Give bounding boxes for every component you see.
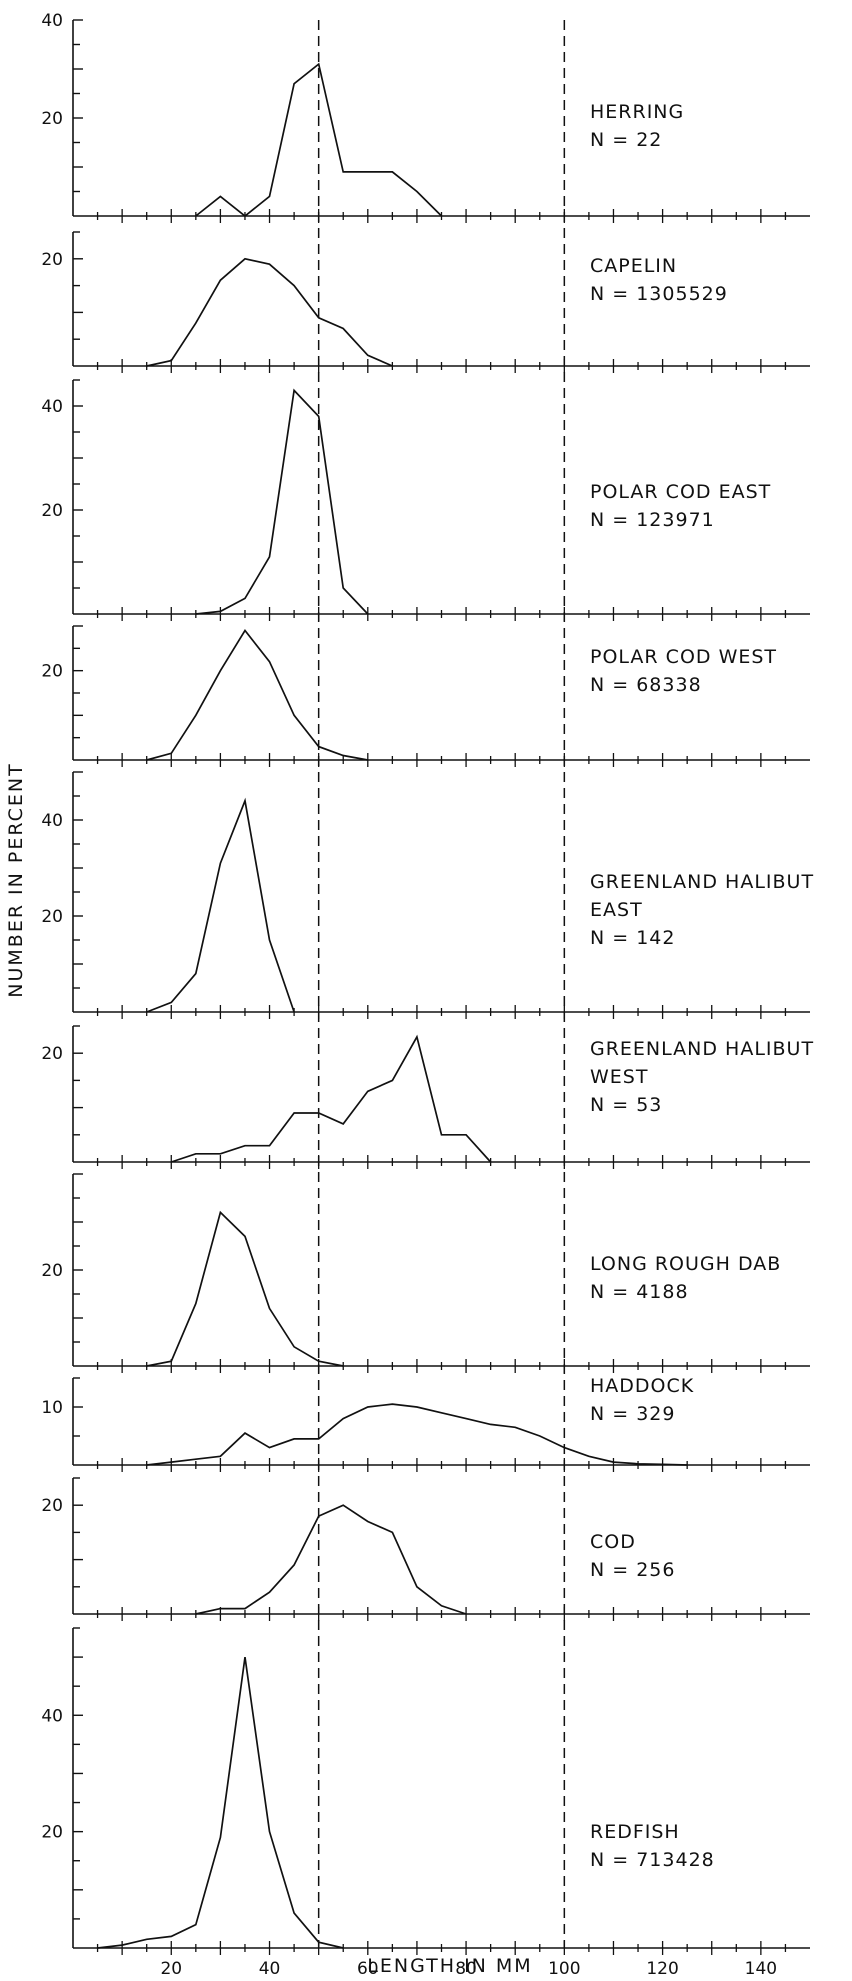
x-tick-label: 100 [548,1959,580,1979]
series-line [146,1403,688,1466]
y-tick-label: 20 [41,1823,63,1843]
y-tick-label: 20 [41,1496,63,1516]
y-axis-title: NUMBER IN PERCENT [5,762,27,997]
y-tick-label: 20 [41,662,63,682]
species-label: CAPELIN [590,255,677,277]
reference-lines [317,20,566,1948]
species-label: EAST [590,899,643,921]
sample-size-label: N = 53 [590,1094,662,1116]
panel: 20 40 REDFISH N = 713428 [41,1627,810,1955]
series-line [97,1656,344,1949]
species-label: HADDOCK [590,1375,694,1397]
sample-size-label: N = 4188 [590,1281,689,1303]
y-tick-label: 40 [41,397,63,417]
sample-size-label: N = 1305529 [590,283,728,305]
panel: 20 GREENLAND HALIBUT WEST N = 53 [41,1025,814,1169]
y-tick-label: 10 [41,1398,63,1418]
y-tick-label: 40 [41,1706,63,1726]
x-tick-label: 40 [259,1959,281,1979]
panel: 20 40 HERRING N = 22 [41,11,810,223]
panel: 20 40 GREENLAND HALIBUT EAST N = 142 [41,771,814,1019]
panel: 20 40 POLAR COD EAST N = 123971 [41,379,810,621]
species-label: HERRING [590,101,684,123]
series-line [195,388,369,615]
species-label: GREENLAND HALIBUT [590,871,814,893]
panel: 20 COD N = 256 [41,1477,810,1621]
sample-size-label: N = 713428 [590,1849,715,1871]
y-tick-label: 40 [41,11,63,31]
species-label: WEST [590,1066,648,1088]
sample-size-label: N = 256 [590,1559,675,1581]
y-tick-label: 20 [41,907,63,927]
sample-size-label: N = 22 [590,129,662,151]
y-tick-label: 40 [41,811,63,831]
species-label: POLAR COD WEST [590,646,777,668]
y-tick-label: 20 [41,1261,63,1281]
sample-size-label: N = 329 [590,1403,675,1425]
panel: 20 CAPELIN N = 1305529 [41,231,810,373]
y-tick-label: 20 [41,1044,63,1064]
species-label: LONG ROUGH DAB [590,1253,781,1275]
series-line [195,1504,467,1615]
species-label: REDFISH [590,1821,680,1843]
series-line [146,629,368,761]
chart-panels: 20 40 HERRING N = 22 20 CAPELIN N = 1305529 20 4… [41,11,814,1955]
x-tick-label: 140 [745,1959,777,1979]
x-axis-title: LENGTH IN MM [367,1955,532,1977]
y-tick-label: 20 [41,109,63,129]
species-label: GREENLAND HALIBUT [590,1038,814,1060]
series-line [146,257,393,367]
series-line [195,62,443,218]
x-tick-label: 20 [160,1959,182,1979]
sample-size-label: N = 68338 [590,674,702,696]
y-tick-label: 20 [41,250,63,270]
panel: 20 LONG ROUGH DAB N = 4188 [41,1173,810,1373]
y-tick-label: 20 [41,501,63,521]
species-label: POLAR COD EAST [590,481,771,503]
series-line [146,797,295,1013]
sample-size-label: N = 123971 [590,509,715,531]
panel: 10 HADDOCK N = 329 [41,1375,810,1472]
x-axis: 20 40 60 80 100 120 140 [160,1959,777,1979]
sample-size-label: N = 142 [590,927,675,949]
x-tick-label: 80 [455,1959,477,1979]
panel: 20 POLAR COD WEST N = 68338 [41,625,810,767]
series-line [171,1034,492,1163]
x-tick-label: 120 [646,1959,678,1979]
species-label: COD [590,1531,636,1553]
series-line [146,1210,344,1367]
x-tick-label: 60 [357,1959,379,1979]
